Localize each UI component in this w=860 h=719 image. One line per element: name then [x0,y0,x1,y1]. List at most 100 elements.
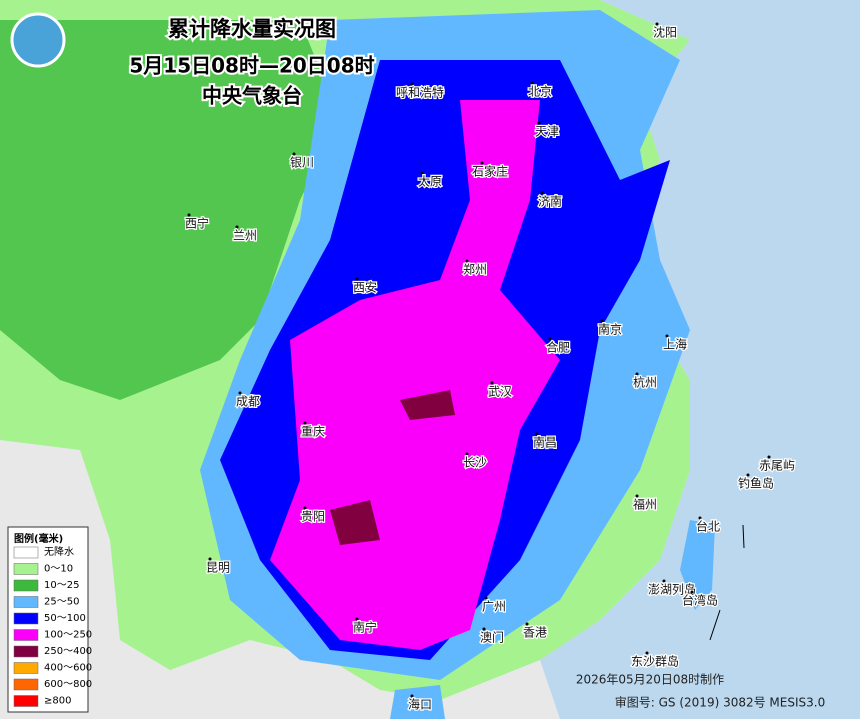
city-label: 海口 [408,697,432,712]
boundary-line [742,524,745,549]
city-label: 澳门 [480,630,504,645]
city-dot [655,22,659,26]
city-label: 广州 [482,600,506,614]
city-dot [482,627,486,631]
city-dot [645,651,649,655]
city-dot [292,152,296,156]
city-label: 武汉 [488,385,512,399]
city-label: 赤尾屿 [759,459,795,473]
city-label: 昆明 [206,561,230,575]
legend-label: 600～800 [44,679,92,690]
city-dot [600,319,604,323]
city-dot [484,596,488,600]
city-dot [238,391,242,395]
agency: 中央气象台 [202,84,302,108]
city-label: 北京 [528,85,552,99]
city-label: 太原 [418,174,442,189]
legend-label: 0～10 [44,564,73,575]
city-label: 银川 [290,156,314,170]
city-label: 兰州 [233,229,257,243]
legend-label: 250～400 [44,646,92,657]
legend-label: 25～50 [44,597,79,608]
city-dot [410,694,414,698]
city-dot [635,372,639,376]
legend-swatch [13,579,39,592]
legend-label: 无降水 [44,545,74,558]
city-dot [208,557,212,561]
legend-label: 10～25 [44,580,79,591]
city-label: 成都 [236,395,260,409]
city-dot [767,455,771,459]
city-label: 合肥 [546,340,570,355]
boundary-line [709,609,721,641]
city-label: 长沙 [463,456,487,470]
legend-label: 50～100 [44,613,86,624]
city-dot [548,337,552,341]
legend-swatch [13,662,39,674]
legend-label: ≥800 [44,696,71,707]
city-dot [465,452,469,456]
rain-250-400 [330,390,455,545]
city-label: 福州 [633,497,657,512]
city-dot [525,622,529,626]
city-dot [540,191,544,195]
city-label: 杭州 [633,375,657,390]
city-label: 郑州 [463,262,487,277]
city-dot [465,259,469,263]
city-dot [698,516,702,520]
legend-swatch [13,546,39,559]
made-time: 2026年05月20日08时制作 [576,673,724,687]
city-label: 重庆 [301,425,325,439]
city-label: 台北 [696,519,720,534]
city-label: 沈阳 [653,25,677,40]
city-label: 天津 [535,125,559,139]
city-dot [537,121,541,125]
city-dot [530,81,534,85]
city-dot [490,381,494,385]
legend-swatch [13,645,39,658]
city-dot [355,617,359,621]
city-label: 贵阳 [301,510,325,524]
rain-10-25 [0,20,340,400]
city-dot [690,590,694,594]
city-dot [662,579,666,583]
city-label: 香港 [523,626,547,640]
city-label: 南昌 [533,435,557,450]
hainan [390,685,445,719]
city-dot [410,82,414,86]
city-dot [635,494,639,498]
city-label: 石家庄 [472,164,508,179]
city-dot [480,161,484,165]
legend: 图例(毫米) 无降水 0～10 10～25 25～50 50～100 100～250 250… [7,526,92,713]
taiwan [680,520,715,610]
city-label: 钓鱼岛 [738,476,774,491]
city-label: 台湾岛 [682,593,718,608]
city-dot [355,277,359,281]
legend-title: 图例(毫米) [14,532,63,545]
sea [540,0,860,719]
legend-swatch [13,629,39,641]
city-label: 呼和浩特 [396,85,444,100]
city-dot [235,225,239,229]
legend-label: 400～600 [44,663,92,674]
period: 5月15日08时—20日08时 [129,54,374,78]
city-dot [303,421,307,425]
city-dot [187,213,191,217]
city-dot [420,171,424,175]
city-label: 西宁 [185,216,209,231]
city-label: 南宁 [353,620,377,635]
title: 累计降水量实况图 [168,17,336,41]
review-number: 审图号: GS (2019) 3082号 MESIS3.0 [615,695,825,710]
city-label: 济南 [538,194,562,209]
legend-swatch [13,678,39,691]
legend-swatch [13,695,39,707]
logo [10,12,66,68]
city-label: 东沙群岛 [631,654,679,669]
city-dot [535,432,539,436]
city-label: 澎湖列岛 [648,582,696,597]
legend-label: 100～250 [44,630,92,641]
city-label: 西安 [353,280,377,295]
city-dot [303,506,307,510]
